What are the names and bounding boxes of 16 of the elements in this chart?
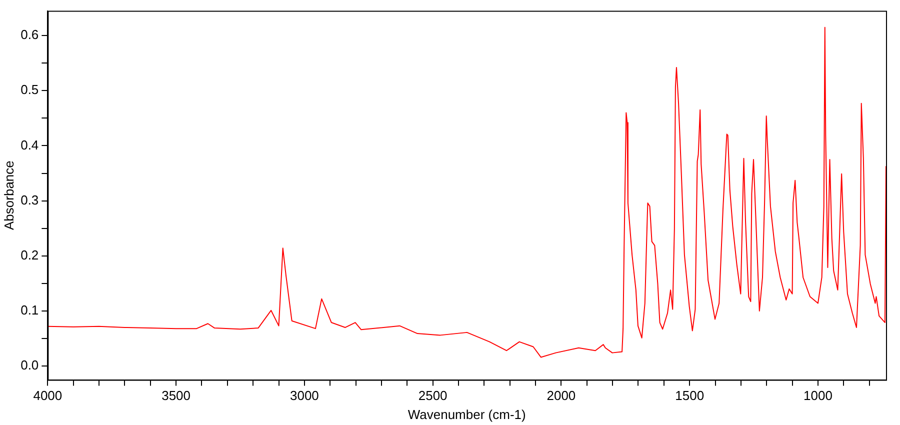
x-tick-label: 2000 bbox=[546, 388, 576, 404]
y-tick-label: 0.6 bbox=[20, 27, 39, 42]
x-tick-label: 3500 bbox=[162, 388, 191, 404]
y-axis-title: Absorbance bbox=[1, 160, 16, 230]
x-tick-label: 3000 bbox=[290, 388, 319, 404]
x-axis-title: Wavenumber (cm-1) bbox=[408, 406, 526, 422]
y-tick-label: 0.0 bbox=[20, 358, 39, 373]
y-tick-label: 0.3 bbox=[20, 192, 39, 208]
x-tick-label: 2500 bbox=[418, 388, 448, 404]
y-tick-label: 0.5 bbox=[20, 82, 39, 98]
y-tick-label: 0.2 bbox=[20, 247, 39, 262]
y-tick-label: 0.1 bbox=[20, 302, 39, 318]
x-tick-label: 4000 bbox=[33, 388, 62, 404]
x-tick-label: 1500 bbox=[675, 388, 704, 404]
y-tick-label: 0.4 bbox=[20, 137, 39, 152]
x-tick-label: 1000 bbox=[803, 388, 832, 404]
